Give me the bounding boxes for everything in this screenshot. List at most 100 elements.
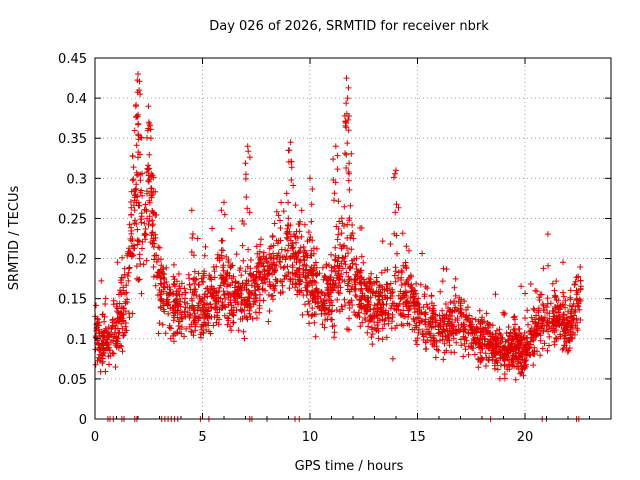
data-point — [294, 235, 301, 242]
data-point — [201, 268, 208, 275]
data-point — [450, 335, 457, 342]
data-point — [483, 363, 489, 369]
data-point — [485, 356, 492, 363]
data-point — [358, 285, 365, 292]
data-point — [300, 244, 307, 250]
data-point — [348, 297, 355, 304]
data-point — [190, 306, 197, 312]
data-point — [540, 265, 547, 272]
data-point — [319, 321, 326, 328]
data-point — [361, 295, 368, 301]
data-point — [335, 289, 342, 296]
data-point — [416, 304, 423, 311]
data-point — [437, 337, 444, 344]
data-point — [344, 221, 351, 228]
data-point — [145, 125, 152, 132]
data-point — [331, 190, 338, 197]
data-point — [239, 299, 246, 305]
data-point — [160, 274, 167, 281]
data-point — [453, 306, 460, 313]
data-point — [522, 290, 529, 297]
data-point — [341, 242, 348, 249]
data-point — [178, 330, 185, 337]
data-point — [234, 287, 241, 294]
data-point — [567, 332, 574, 339]
data-point — [432, 354, 439, 361]
data-point — [227, 291, 234, 298]
data-point — [527, 338, 534, 345]
data-point — [406, 306, 413, 313]
data-point — [132, 191, 139, 198]
x-tick-label: 20 — [517, 430, 534, 445]
data-point — [135, 71, 141, 77]
data-point — [341, 203, 348, 210]
data-point — [393, 201, 400, 208]
data-point — [230, 312, 237, 319]
data-point — [526, 351, 533, 358]
data-point — [231, 297, 238, 304]
data-point — [392, 278, 399, 285]
data-point — [496, 375, 503, 382]
data-point — [289, 264, 296, 271]
data-point — [559, 301, 566, 308]
data-point — [136, 255, 143, 262]
data-point — [204, 308, 211, 315]
data-point — [265, 271, 272, 278]
data-point — [339, 306, 346, 313]
data-point — [437, 288, 444, 295]
data-point — [325, 309, 332, 316]
data-point — [533, 312, 540, 319]
data-point — [161, 271, 168, 278]
data-point — [381, 286, 388, 293]
data-point — [447, 312, 454, 319]
data-point — [403, 243, 410, 250]
data-point — [362, 304, 369, 311]
data-point — [333, 307, 340, 313]
data-point — [222, 296, 229, 302]
data-point — [406, 321, 413, 328]
data-point — [134, 241, 141, 248]
data-point — [256, 297, 263, 304]
data-point — [463, 306, 469, 313]
data-point — [126, 264, 133, 271]
data-point — [355, 309, 362, 316]
data-point — [358, 279, 365, 286]
y-tick-label: 0.25 — [58, 212, 87, 227]
data-point — [97, 347, 103, 354]
data-point — [197, 298, 204, 305]
data-point — [551, 287, 558, 294]
data-point — [133, 142, 140, 149]
data-point — [403, 289, 410, 296]
data-point — [163, 279, 170, 285]
data-point — [190, 332, 197, 339]
data-point — [397, 310, 404, 317]
data-point — [221, 278, 228, 285]
data-point — [531, 307, 538, 313]
data-point — [543, 304, 550, 311]
data-point — [133, 181, 140, 188]
data-point — [237, 265, 244, 272]
data-point — [164, 296, 171, 303]
data-point — [461, 323, 468, 330]
data-point — [307, 234, 314, 240]
data-point — [531, 344, 538, 351]
data-point — [330, 177, 337, 183]
data-point — [345, 116, 352, 123]
data-point — [345, 177, 352, 184]
data-point — [239, 218, 246, 224]
data-point — [529, 349, 536, 356]
data-point — [374, 308, 381, 315]
data-point — [460, 353, 467, 360]
data-point — [488, 333, 494, 340]
data-point — [352, 292, 359, 299]
data-point — [346, 160, 353, 167]
data-point — [218, 305, 225, 312]
data-point — [210, 322, 217, 329]
data-point — [201, 301, 208, 308]
data-point — [200, 272, 207, 279]
data-point — [297, 278, 304, 285]
data-point — [577, 285, 584, 292]
data-point — [275, 212, 282, 219]
data-point — [327, 289, 334, 295]
